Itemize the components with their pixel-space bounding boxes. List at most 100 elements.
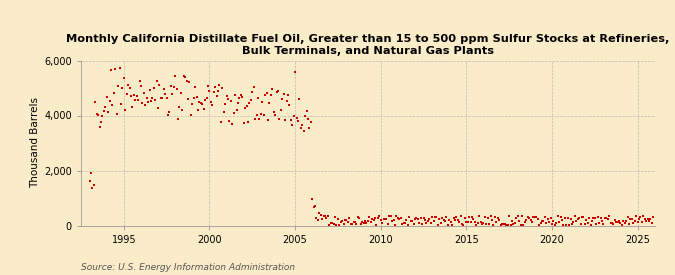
Point xyxy=(505,222,516,227)
Point xyxy=(491,220,502,224)
Point xyxy=(542,217,553,221)
Point xyxy=(105,68,116,73)
Point xyxy=(494,218,505,223)
Point xyxy=(514,219,524,223)
Point xyxy=(252,96,263,101)
Point xyxy=(87,185,98,190)
Point xyxy=(104,99,115,103)
Point xyxy=(507,218,518,223)
Point xyxy=(415,216,426,220)
Point xyxy=(571,219,582,223)
Point xyxy=(174,104,185,109)
Point xyxy=(348,220,359,224)
Point xyxy=(547,221,558,226)
Point xyxy=(320,213,331,218)
Point xyxy=(328,222,339,227)
Point xyxy=(318,214,329,219)
Point xyxy=(601,216,612,220)
Point xyxy=(534,222,545,227)
Point xyxy=(431,215,441,220)
Point xyxy=(154,83,165,87)
Point xyxy=(278,92,289,96)
Point xyxy=(140,103,151,107)
Point xyxy=(647,221,657,225)
Point xyxy=(355,222,366,227)
Point xyxy=(572,217,583,221)
Point xyxy=(259,113,269,118)
Point xyxy=(147,96,158,100)
Point xyxy=(629,219,640,223)
Point xyxy=(275,107,286,112)
Point xyxy=(378,217,389,221)
Point xyxy=(599,216,610,221)
Point xyxy=(574,216,585,221)
Point xyxy=(173,116,184,121)
Point xyxy=(265,92,276,97)
Point xyxy=(177,108,188,112)
Point xyxy=(344,216,355,221)
Point xyxy=(248,85,259,90)
Point xyxy=(483,216,493,220)
Point xyxy=(128,93,139,97)
Point xyxy=(511,216,522,220)
Point xyxy=(565,217,576,221)
Point xyxy=(492,216,503,221)
Point xyxy=(346,222,356,226)
Point xyxy=(474,214,485,218)
Point xyxy=(311,216,322,220)
Point xyxy=(281,99,292,103)
Point xyxy=(126,94,136,98)
Point xyxy=(234,96,245,101)
Point xyxy=(202,84,213,88)
Point xyxy=(114,66,125,71)
Point xyxy=(183,97,194,101)
Point xyxy=(560,216,570,220)
Point xyxy=(277,97,288,101)
Point xyxy=(217,86,227,90)
Point xyxy=(642,216,653,221)
Point xyxy=(475,219,486,224)
Point xyxy=(325,221,336,225)
Point xyxy=(437,216,448,221)
Point xyxy=(404,215,414,219)
Point xyxy=(120,108,131,112)
Point xyxy=(170,74,181,79)
Point xyxy=(214,83,225,87)
Point xyxy=(261,90,272,95)
Point xyxy=(160,92,171,96)
Point xyxy=(347,221,358,226)
Point xyxy=(545,216,556,220)
Point xyxy=(364,214,375,219)
Point xyxy=(635,215,646,220)
Point xyxy=(251,113,262,117)
Point xyxy=(335,220,346,224)
Point xyxy=(123,82,134,87)
Point xyxy=(90,100,101,104)
Point xyxy=(377,221,387,225)
Point xyxy=(297,123,308,127)
Point xyxy=(524,215,535,220)
Point xyxy=(268,110,279,114)
Point xyxy=(648,214,659,219)
Point xyxy=(455,214,466,218)
Point xyxy=(122,92,132,96)
Point xyxy=(477,222,487,226)
Point xyxy=(141,96,152,100)
Point xyxy=(337,219,348,224)
Point xyxy=(608,222,619,226)
Point xyxy=(341,218,352,222)
Point xyxy=(379,216,390,221)
Point xyxy=(566,222,577,226)
Point xyxy=(180,75,190,79)
Point xyxy=(191,95,202,99)
Point xyxy=(479,215,490,219)
Point xyxy=(286,118,296,122)
Point xyxy=(237,95,248,100)
Point xyxy=(374,214,385,219)
Point xyxy=(528,215,539,220)
Point xyxy=(525,218,536,222)
Point xyxy=(412,217,423,222)
Point xyxy=(188,95,199,100)
Point xyxy=(283,93,294,98)
Point xyxy=(448,216,459,221)
